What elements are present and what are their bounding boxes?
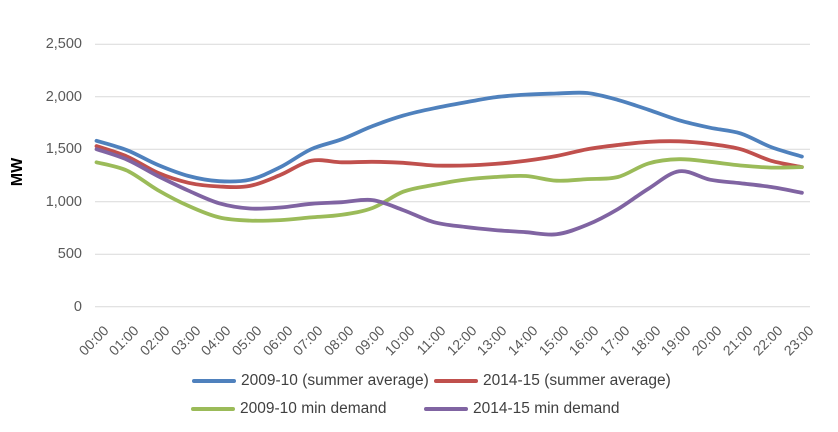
legend-item-2014-15-min-demand: 2014-15 min demand: [424, 399, 620, 419]
legend-label: 2009-10 min demand: [240, 400, 387, 417]
series-line-2009-10-min-demand: [94, 157, 804, 223]
legend-swatch: [191, 406, 235, 412]
legend-swatch: [192, 378, 236, 384]
legend-swatch: [424, 406, 468, 412]
legend-item-2014-15-summer-average: 2014-15 (summer average): [434, 371, 671, 391]
y-tick-label: 1,000: [45, 193, 82, 210]
legend-item-2009-10-summer-average: 2009-10 (summer average): [192, 371, 429, 391]
y-tick-label: 2,000: [45, 88, 82, 105]
legend-item-2009-10-min-demand: 2009-10 min demand: [191, 399, 387, 419]
legend-label: 2014-15 (summer average): [483, 372, 671, 389]
legend-label: 2014-15 min demand: [473, 400, 620, 417]
legend-label: 2009-10 (summer average): [241, 372, 429, 389]
series-line-2009-10-summer-average: [94, 90, 804, 184]
legend-swatch: [434, 378, 478, 384]
y-tick-label: 500: [57, 246, 82, 263]
series-line-2014-15-min-demand: [94, 147, 804, 237]
y-tick-label: 1,500: [45, 141, 82, 158]
y-tick-label: 2,500: [45, 36, 82, 53]
series-line-2014-15-summer-average: [94, 139, 804, 190]
y-tick-label: 0: [73, 298, 82, 315]
series-lines: [94, 90, 804, 237]
